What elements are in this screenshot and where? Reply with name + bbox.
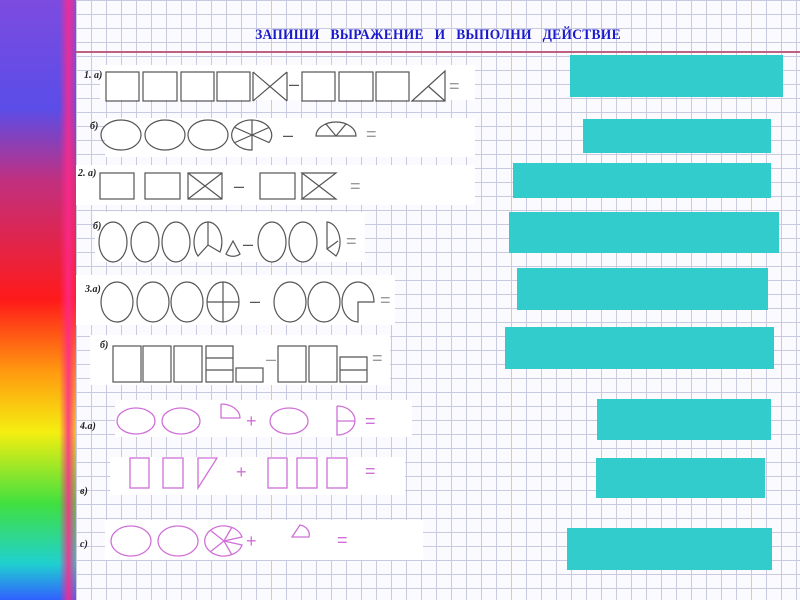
square-shape xyxy=(301,71,336,102)
equals-sign: = xyxy=(337,530,348,550)
equals-sign: = xyxy=(365,411,376,431)
row-3a-shapes xyxy=(100,281,375,323)
minus-sign: – xyxy=(250,291,260,311)
page-title: ЗАПИШИ ВЫРАЖЕНИЕ И ВЫПОЛНИ ДЕЙСТВИЕ xyxy=(255,27,621,43)
square-shape xyxy=(105,71,140,102)
square-shape xyxy=(142,71,178,102)
row-4c-shapes xyxy=(110,524,310,557)
label-1b: б) xyxy=(90,121,99,132)
equals-sign: = xyxy=(372,348,383,368)
row-4v-shapes xyxy=(129,457,348,491)
label-4v: в) xyxy=(80,486,88,497)
small-sector-shape xyxy=(225,239,241,257)
plus-sign: + xyxy=(246,411,257,431)
row-4a-shapes xyxy=(116,403,356,436)
answer-box-1b[interactable] xyxy=(583,119,771,153)
minus-sign: – xyxy=(289,74,299,94)
answer-box-3b[interactable] xyxy=(505,327,774,369)
plus-sign: + xyxy=(246,531,257,551)
exercise-4a-strip xyxy=(115,400,412,437)
label-4a: 4.а) xyxy=(80,421,96,432)
row-1a-shapes xyxy=(105,69,446,102)
answer-box-2b[interactable] xyxy=(509,212,779,253)
plus-sign: + xyxy=(236,462,247,482)
label-1a: 1. а) xyxy=(84,70,103,81)
semicircle-parts-shape xyxy=(315,121,357,137)
label-2b: б) xyxy=(93,221,102,232)
row-3b-shapes xyxy=(112,345,368,383)
square-shape xyxy=(216,71,251,102)
equals-sign: = xyxy=(346,231,357,251)
equals-sign: = xyxy=(366,124,377,144)
equals-sign: = xyxy=(350,176,361,196)
answer-box-3a[interactable] xyxy=(517,268,768,310)
minus-sign: – xyxy=(234,176,244,196)
triangle-part-shape xyxy=(410,69,446,102)
row-2b-shapes xyxy=(98,221,341,263)
answer-box-1a[interactable] xyxy=(570,55,783,97)
equals-sign: = xyxy=(449,76,460,96)
exercise-4v-strip xyxy=(110,457,405,495)
equals-sign: = xyxy=(380,290,391,310)
minus-sign: – xyxy=(266,349,276,369)
minus-sign: – xyxy=(283,125,293,145)
rainbow-side-strip xyxy=(0,0,76,600)
exercise-2a-strip xyxy=(76,165,475,205)
answer-box-4c[interactable] xyxy=(567,528,772,570)
square-shape xyxy=(180,71,215,102)
equals-sign: = xyxy=(365,461,376,481)
label-3a: 3.а) xyxy=(85,284,101,295)
label-3b: б) xyxy=(100,340,109,351)
minus-sign: – xyxy=(243,234,253,254)
label-4c: с) xyxy=(80,539,88,550)
answer-box-4a[interactable] xyxy=(597,399,771,440)
pie-five-sixths-shape xyxy=(231,119,273,151)
answer-box-4v[interactable] xyxy=(596,458,765,498)
label-2a: 2. а) xyxy=(78,168,97,179)
row-1b-shapes xyxy=(100,119,357,151)
square-quarters-shape xyxy=(252,71,288,102)
square-shape xyxy=(338,71,374,102)
margin-line xyxy=(76,51,800,53)
exercise-2b-strip xyxy=(95,212,365,262)
square-shape xyxy=(375,71,410,102)
answer-box-2a[interactable] xyxy=(513,163,771,198)
row-2a-shapes xyxy=(99,172,338,200)
